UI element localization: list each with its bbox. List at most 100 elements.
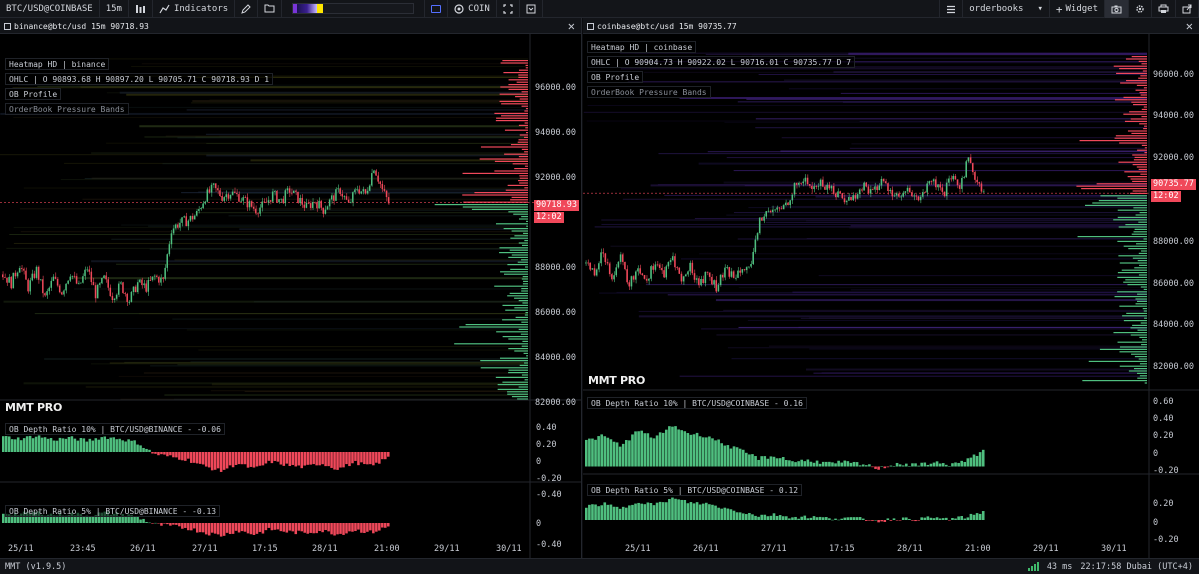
chart-pane-binance[interactable]: binance@btc/usd 15m 90718.93 ✕ Heatmap H… [0, 18, 582, 558]
heatmap-band [70, 277, 528, 280]
depth-ratio-10-bar [628, 440, 631, 467]
depth-ratio-10-bar [88, 438, 92, 452]
heatmap-colorbar[interactable] [292, 3, 415, 14]
chart-canvas[interactable] [583, 34, 1199, 558]
ob-profile-bar [1132, 324, 1147, 326]
candle [630, 276, 633, 287]
depth-ratio-5-bar [73, 515, 77, 523]
add-widget-button[interactable]: + Widget [1050, 0, 1105, 18]
depth-ratio-10-bar [785, 460, 788, 467]
candle [80, 282, 82, 284]
depth-ratio-10-bar [258, 452, 262, 466]
export-button[interactable] [1176, 0, 1199, 18]
depth-ratio-5-bar [103, 511, 107, 523]
ob-profile-bar [1140, 286, 1147, 288]
screenshot-button[interactable] [1105, 0, 1129, 18]
candle [937, 184, 939, 188]
ob-profile-bar [517, 398, 528, 400]
ob-profile-bar [520, 333, 528, 335]
chart-type-button[interactable] [129, 0, 153, 18]
candle [935, 179, 937, 188]
ob-profile-bar [519, 175, 528, 177]
depth-ratio-5-bar [112, 513, 115, 523]
ob-profile-bar [1131, 101, 1147, 103]
depth-ratio-5-bar [303, 523, 306, 533]
depth-ratio-10-bar [294, 452, 298, 467]
depth-ratio-10-bar [178, 452, 181, 460]
chart-canvas[interactable] [0, 34, 582, 558]
depth-ratio-10-bar [43, 437, 47, 452]
legend-ohlc[interactable]: OHLC | O 90904.73 H 90922.02 L 90716.01 … [587, 56, 856, 68]
candle [717, 285, 720, 292]
print-button[interactable] [1152, 0, 1176, 18]
depth-ratio-5-bar [163, 523, 166, 524]
status-bar: MMT (v1.9.5) 43 ms 22:17:58 Dubai (UTC+4… [0, 558, 1199, 574]
depth-ratio-5-bar [665, 502, 668, 520]
depth-ratio-5-bar [94, 514, 98, 523]
candle [160, 277, 162, 283]
draw-button[interactable] [235, 0, 259, 18]
settings-button[interactable] [1129, 0, 1152, 18]
pane-tab[interactable]: coinbase@btc/usd 15m 90735.77 [585, 20, 741, 32]
heatmap-band [141, 63, 528, 65]
ob-profile-bar [1125, 224, 1147, 226]
ob-profile-bar [511, 230, 528, 232]
dropdown-button[interactable] [520, 0, 543, 18]
close-icon[interactable]: ✕ [1185, 19, 1193, 33]
coin-button[interactable]: COIN [448, 0, 497, 18]
interval-selector[interactable]: 15m [100, 0, 129, 18]
depth-ratio-10-bar [124, 441, 127, 452]
depth-ratio-5-bar [100, 512, 104, 523]
candle [339, 188, 341, 194]
legend-ob-profile[interactable]: OB Profile [5, 88, 62, 100]
indicators-button[interactable]: Indicators [153, 0, 236, 18]
candle [322, 207, 325, 214]
depth-ratio-5-bar [717, 507, 720, 520]
time-tick: 17:15 [252, 544, 278, 554]
indicator-title-depth-5[interactable]: OB Depth Ratio 5% | BTC/USD@COINBASE - 0… [587, 484, 803, 496]
symbol-selector[interactable]: BTC/USD@COINBASE [0, 0, 100, 18]
indicator-title-depth-5[interactable]: OB Depth Ratio 5% | BTC/USD@BINANCE - -0… [5, 505, 221, 517]
depth-ratio-5-bar [118, 516, 121, 523]
depth-ratio-10-bar [273, 452, 277, 461]
ob-profile-bar [1119, 351, 1147, 353]
candle [587, 262, 589, 264]
legend-pressure-bands[interactable]: OrderBook Pressure Bands [587, 86, 711, 98]
fullscreen-button[interactable] [497, 0, 520, 18]
pane-tab[interactable]: binance@btc/usd 15m 90718.93 [2, 20, 153, 32]
legend-heatmap[interactable]: Heatmap HD | coinbase [587, 41, 697, 53]
coin-icon [454, 3, 464, 14]
depth-ratio-5-bar [594, 504, 597, 520]
candle [88, 269, 90, 272]
depth-ratio-5-bar [207, 523, 211, 536]
clock-label[interactable]: 22:17:58 Dubai (UTC+4) [1080, 561, 1193, 572]
depth-ratio-10-bar [160, 452, 163, 455]
folder-button[interactable] [258, 0, 283, 18]
heatmap-band [638, 315, 1147, 318]
depth-ratio-10-bar [193, 452, 196, 463]
legend-ob-profile[interactable]: OB Profile [587, 71, 644, 83]
candle [92, 282, 95, 286]
colorbar-handle-right[interactable] [317, 4, 324, 13]
indicator-title-depth-10[interactable]: OB Depth Ratio 10% | BTC/USD@BINANCE - -… [5, 423, 225, 435]
menu-button[interactable] [939, 0, 964, 18]
depth-ratio-5-bar [926, 516, 930, 520]
indicator-title-depth-10[interactable]: OB Depth Ratio 10% | BTC/USD@COINBASE - … [587, 397, 807, 409]
chart-pane-coinbase[interactable]: coinbase@btc/usd 15m 90735.77 ✕ Heatmap … [583, 18, 1199, 558]
legend-pressure-bands[interactable]: OrderBook Pressure Bands [5, 103, 129, 115]
colorbar-handle-left[interactable] [293, 4, 298, 13]
depth-ratio-10-bar [886, 466, 890, 468]
heatmap-band [748, 207, 1147, 209]
orderbooks-dropdown[interactable]: orderbooks ▾ [963, 0, 1050, 18]
ob-profile-bar [1119, 142, 1147, 144]
depth-ratio-5-bar [705, 502, 708, 520]
depth-ratio-5-bar [264, 523, 268, 531]
legend-ohlc[interactable]: OHLC | O 90893.68 H 90897.20 L 90705.71 … [5, 73, 274, 85]
heatmap-colorscale[interactable] [282, 0, 424, 18]
mode-toggle-button[interactable] [424, 0, 449, 18]
legend-heatmap[interactable]: Heatmap HD | binance [5, 58, 110, 70]
candle [889, 189, 891, 192]
candle [212, 183, 215, 185]
candle [706, 271, 709, 273]
close-icon[interactable]: ✕ [567, 19, 575, 33]
